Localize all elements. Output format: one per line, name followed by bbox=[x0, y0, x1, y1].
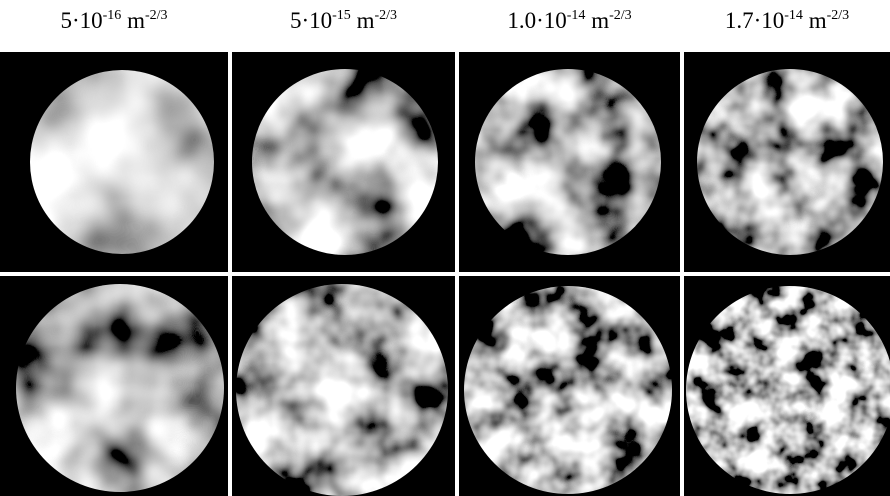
exponent: -15 bbox=[332, 8, 351, 23]
column-header: 5·10-16 m-2/3 bbox=[0, 8, 228, 48]
base: 1.7·10 bbox=[725, 8, 784, 33]
image-panel bbox=[459, 52, 680, 272]
base: 5·10 bbox=[60, 8, 102, 33]
exponent: -14 bbox=[567, 8, 586, 23]
image-panel bbox=[459, 276, 680, 496]
column-header: 1.0·10-14 m-2/3 bbox=[459, 8, 680, 48]
speckle-image bbox=[686, 286, 890, 494]
speckle-image bbox=[236, 284, 448, 496]
unit: m bbox=[127, 8, 145, 33]
speckle-image bbox=[697, 69, 883, 255]
base: 5·10 bbox=[290, 8, 332, 33]
image-panel bbox=[0, 52, 228, 272]
exponent: -16 bbox=[103, 8, 122, 23]
image-panel bbox=[232, 276, 455, 496]
image-panel bbox=[684, 276, 890, 496]
unit-exponent: -2/3 bbox=[374, 8, 397, 23]
image-panel bbox=[232, 52, 455, 272]
figure: 5·10-16 m-2/35·10-15 m-2/31.0·10-14 m-2/… bbox=[0, 0, 890, 496]
speckle-image bbox=[16, 284, 224, 492]
image-panel bbox=[0, 276, 228, 496]
unit-exponent: -2/3 bbox=[609, 8, 632, 23]
image-panel bbox=[684, 52, 890, 272]
exponent: -14 bbox=[784, 8, 803, 23]
base: 1.0·10 bbox=[507, 8, 566, 33]
column-header: 1.7·10-14 m-2/3 bbox=[684, 8, 890, 48]
speckle-image bbox=[464, 286, 672, 494]
unit: m bbox=[357, 8, 375, 33]
unit: m bbox=[591, 8, 609, 33]
image-grid bbox=[0, 0, 890, 496]
unit-exponent: -2/3 bbox=[827, 8, 850, 23]
unit: m bbox=[809, 8, 827, 33]
column-header: 5·10-15 m-2/3 bbox=[232, 8, 455, 48]
speckle-image bbox=[475, 69, 661, 255]
unit-exponent: -2/3 bbox=[145, 8, 168, 23]
speckle-image bbox=[30, 70, 214, 254]
speckle-image bbox=[252, 69, 438, 255]
